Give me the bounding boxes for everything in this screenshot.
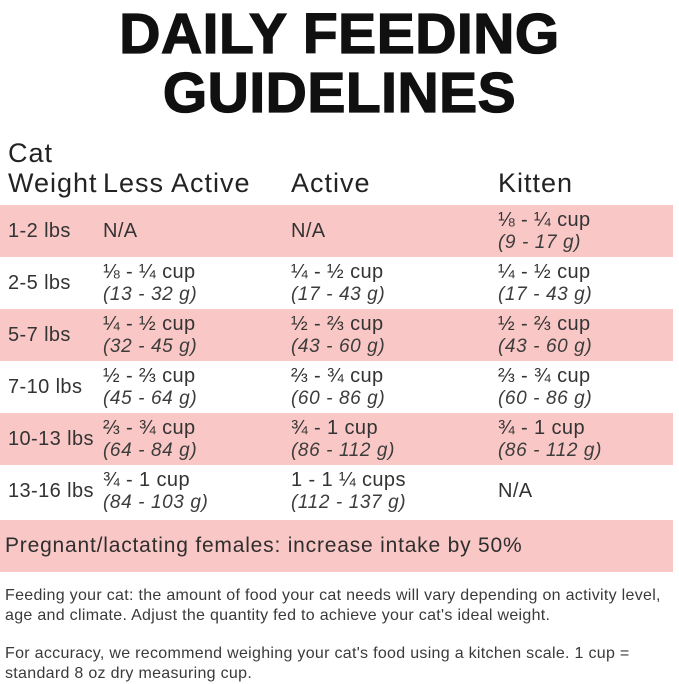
cell-kitten: ⅔ - ¾ cup (60 - 86 g) [498, 364, 679, 411]
cell-kitten: ½ - ⅔ cup (43 - 60 g) [498, 312, 673, 359]
cell-kitten-cups: ¼ - ½ cup [498, 260, 591, 283]
cell-active-cups: ¼ - ½ cup [291, 260, 384, 283]
cell-kitten-grams: (86 - 112 g) [498, 439, 603, 461]
cell-less-active: ½ - ⅔ cup (45 - 64 g) [103, 364, 291, 411]
column-header-active: Active [291, 167, 371, 198]
cell-active: ⅔ - ¾ cup (60 - 86 g) [291, 364, 498, 411]
pregnant-lactating-note: Pregnant/lactating females: increase int… [0, 520, 673, 572]
cell-less-active: ⅔ - ¾ cup (64 - 84 g) [103, 416, 291, 463]
cell-active: N/A [291, 219, 498, 243]
cell-kitten: N/A [498, 479, 679, 503]
page-title-line1: DAILY FEEDING [119, 2, 560, 66]
cell-active-cups: ¾ - 1 cup [291, 416, 378, 439]
cell-kitten: ⅛ - ¼ cup (9 - 17 g) [498, 208, 673, 255]
cell-less-active-grams: (64 - 84 g) [103, 439, 198, 461]
cell-active: ¼ - ½ cup (17 - 43 g) [291, 260, 498, 307]
cell-kitten: ¼ - ½ cup (17 - 43 g) [498, 260, 679, 307]
page-title: DAILY FEEDING GUIDELINES [0, 0, 679, 124]
cell-active-cups: ½ - ⅔ cup [291, 312, 384, 335]
column-header-cat-weight-line2: Weight [8, 167, 98, 198]
cell-active-cups: ⅔ - ¾ cup [291, 364, 384, 387]
column-header-cat-weight-line1: Cat [8, 137, 54, 168]
cell-less-active-cups: ½ - ⅔ cup [103, 364, 196, 387]
table-row: 5-7 lbs ¼ - ½ cup (32 - 45 g) ½ - ⅔ cup … [0, 309, 673, 361]
footer-notes: Feeding your cat: the amount of food you… [0, 572, 679, 684]
feeding-advice-text: Feeding your cat: the amount of food you… [5, 587, 661, 625]
cell-kitten-cups: ½ - ⅔ cup [498, 312, 591, 335]
cell-less-active-cups: ⅛ - ¼ cup [103, 260, 196, 283]
cell-active: ½ - ⅔ cup (43 - 60 g) [291, 312, 498, 359]
cell-kitten: ¾ - 1 cup (86 - 112 g) [498, 416, 673, 463]
cell-weight: 13-16 lbs [8, 479, 94, 502]
cell-less-active-cups: ¼ - ½ cup [103, 312, 196, 335]
cell-kitten-grams: (43 - 60 g) [498, 335, 593, 357]
cell-weight: 7-10 lbs [8, 375, 83, 398]
cell-kitten-cups: ⅛ - ¼ cup [498, 208, 591, 231]
column-header-less-active: Less Active [103, 167, 251, 198]
page-title-line2: GUIDELINES [162, 61, 517, 126]
cell-less-active-grams: (32 - 45 g) [103, 335, 198, 357]
table-row: 13-16 lbs ¾ - 1 cup (84 - 103 g) 1 - 1 ¼… [0, 465, 679, 517]
cell-active-grams: (86 - 112 g) [291, 439, 396, 461]
cell-less-active: ⅛ - ¼ cup (13 - 32 g) [103, 260, 291, 307]
cell-weight: 5-7 lbs [8, 323, 71, 346]
cell-weight: 10-13 lbs [8, 427, 94, 450]
cell-weight: 2-5 lbs [8, 271, 71, 294]
table-row: 2-5 lbs ⅛ - ¼ cup (13 - 32 g) ¼ - ½ cup … [0, 257, 679, 309]
cell-less-active-cups: ¾ - 1 cup [103, 468, 190, 491]
cell-weight: 1-2 lbs [8, 219, 71, 242]
cell-active-grams: (112 - 137 g) [291, 491, 407, 513]
cell-less-active-grams: (45 - 64 g) [103, 387, 198, 409]
cell-less-active: ¾ - 1 cup (84 - 103 g) [103, 468, 291, 515]
column-header-kitten: Kitten [498, 167, 574, 198]
cell-less-active: N/A [103, 219, 291, 243]
cell-active-cups: 1 - 1 ¼ cups [291, 468, 406, 491]
cell-kitten-grams: (60 - 86 g) [498, 387, 593, 409]
cell-kitten-grams: (17 - 43 g) [498, 283, 593, 305]
column-header-cat-weight: Cat Weight [8, 138, 103, 198]
cell-kitten-cups: ⅔ - ¾ cup [498, 364, 591, 387]
cell-kitten-cups: N/A [498, 480, 533, 502]
cell-active-grams: (17 - 43 g) [291, 283, 386, 305]
cell-active: ¾ - 1 cup (86 - 112 g) [291, 416, 498, 463]
cell-less-active-grams: (13 - 32 g) [103, 283, 198, 305]
cell-less-active-cups: ⅔ - ¾ cup [103, 416, 196, 439]
cell-active-cups: N/A [291, 220, 326, 242]
table-header-row: Cat Weight Less Active Active Kitten [0, 138, 679, 205]
cell-active: 1 - 1 ¼ cups (112 - 137 g) [291, 468, 498, 515]
cell-kitten-cups: ¾ - 1 cup [498, 416, 585, 439]
table-row: 7-10 lbs ½ - ⅔ cup (45 - 64 g) ⅔ - ¾ cup… [0, 361, 679, 413]
table-row: 10-13 lbs ⅔ - ¾ cup (64 - 84 g) ¾ - 1 cu… [0, 413, 673, 465]
cell-active-grams: (60 - 86 g) [291, 387, 386, 409]
cell-active-grams: (43 - 60 g) [291, 335, 386, 357]
cell-less-active-grams: (84 - 103 g) [103, 491, 209, 513]
table-row: 1-2 lbs N/A N/A ⅛ - ¼ cup (9 - 17 g) [0, 205, 673, 257]
cell-less-active: ¼ - ½ cup (32 - 45 g) [103, 312, 291, 359]
cell-kitten-grams: (9 - 17 g) [498, 231, 582, 253]
cell-less-active-cups: N/A [103, 220, 138, 242]
measuring-advice-text: For accuracy, we recommend weighing your… [5, 644, 630, 682]
